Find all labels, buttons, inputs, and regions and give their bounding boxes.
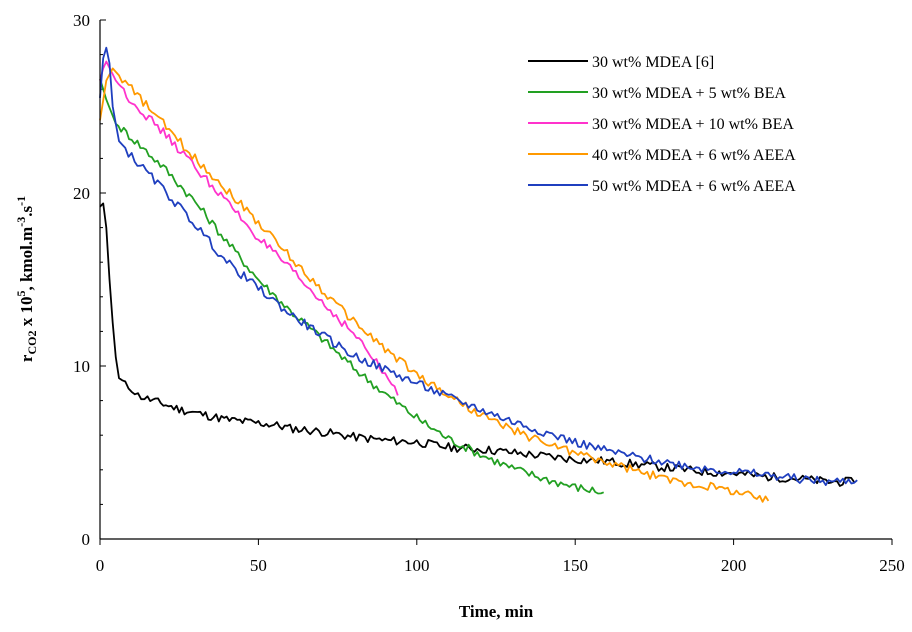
series-line-2 [99, 60, 399, 396]
legend-label-2: 30 wt% MDEA + 10 wt% BEA [592, 116, 794, 133]
x-tick-label-0: 0 [96, 556, 105, 575]
legend-label-0: 30 wt% MDEA [6] [592, 54, 714, 71]
series-line-4 [99, 46, 858, 486]
legend-label-1: 30 wt% MDEA + 5 wt% BEA [592, 85, 786, 102]
x-tick-label-2: 100 [404, 556, 430, 575]
ticks: 0 50 100 150 200 250 0 10 20 30 [73, 11, 905, 575]
x-tick-label-4: 200 [721, 556, 747, 575]
legend-label-3: 40 wt% MDEA + 6 wt% AEEA [592, 147, 796, 164]
y-axis-title: rCO2 x 105, kmol.m-3.s-1 [14, 196, 39, 362]
x-tick-label-3: 150 [562, 556, 588, 575]
y-tick-label-0: 0 [82, 530, 91, 549]
y-tick-label-1: 10 [73, 357, 90, 376]
series-line-3 [99, 67, 770, 503]
series-lines [99, 46, 858, 503]
legend-label-4: 50 wt% MDEA + 6 wt% AEEA [592, 178, 796, 195]
series-line-0 [99, 202, 855, 487]
x-tick-label-1: 50 [250, 556, 267, 575]
legend: 30 wt% MDEA [6] 30 wt% MDEA + 5 wt% BEA 30… [528, 54, 796, 195]
x-tick-label-5: 250 [879, 556, 905, 575]
y-tick-label-2: 20 [73, 184, 90, 203]
x-axis-title: Time, min [459, 602, 534, 621]
y-tick-label-3: 30 [73, 11, 90, 30]
series-line-1 [99, 78, 605, 495]
